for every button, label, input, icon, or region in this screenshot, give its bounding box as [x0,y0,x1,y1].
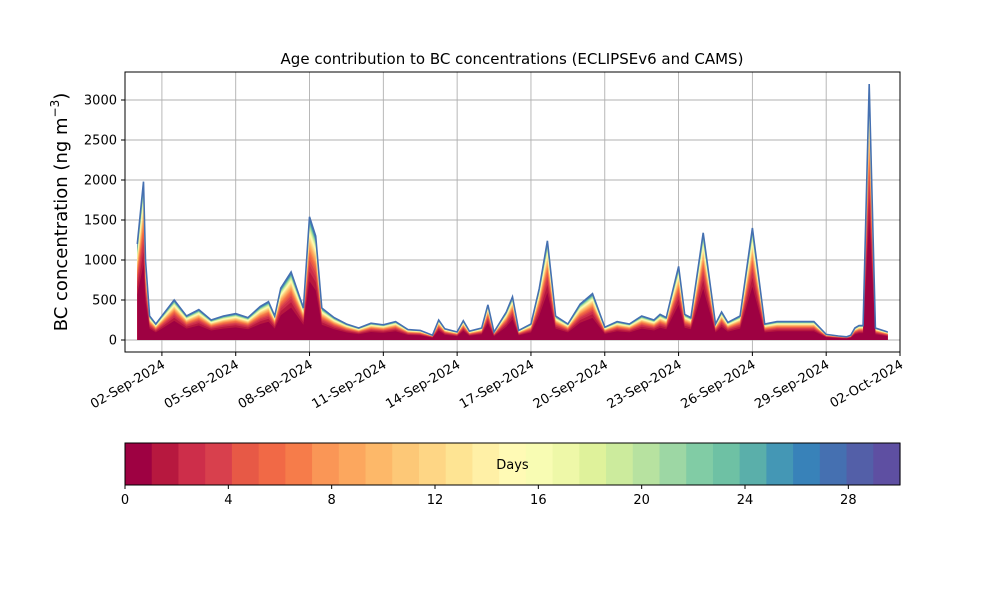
colorbar-swatch [392,443,420,485]
y-axis-label-text: BC concentration (ng m [51,117,72,331]
x-tick-label: 02-Sep-2024 [88,357,168,412]
x-tick-label: 23-Sep-2024 [605,357,685,412]
colorbar-swatch [418,443,447,485]
x-tick-label: 08-Sep-2024 [236,357,316,412]
colorbar-swatch [846,443,874,485]
chart-title: Age contribution to BC concentrations (E… [281,50,744,68]
colorbar-swatch [338,443,367,485]
colorbar-frame [124,442,901,486]
y-tick-label: 1500 [84,214,117,229]
colorbar-swatch [258,443,286,485]
colorbar-label: Days [496,458,529,473]
x-tick-label: 11-Sep-2024 [310,357,390,412]
y-tick-label: 2500 [84,134,117,149]
x-tick-label: 29-Sep-2024 [752,357,832,412]
colorbar-tick-label: 4 [224,493,232,508]
y-tick-label: 3000 [84,94,117,109]
colorbar-swatch [231,443,260,485]
colorbar-tick-label: 16 [530,493,547,508]
colorbar-swatch [712,443,741,485]
colorbar-swatch [632,443,661,485]
y-tick-label: 0 [109,334,117,349]
colorbar-swatch [125,443,153,485]
y-tick-label: 500 [92,294,117,309]
colorbar-swatch [499,443,527,485]
y-axis-label-tail: ) [51,93,72,100]
colorbar-swatch [766,443,794,485]
total-concentration-line [136,83,888,338]
stacked-area-layer [136,83,888,341]
colorbar-swatch [525,443,554,485]
x-tick-label: 02-Oct-2024 [828,357,906,411]
colorbar-swatch [659,443,687,485]
colorbar-tick-label: 28 [840,493,857,508]
svg-text:BC concentration (ng m−3): BC concentration (ng m−3) [48,93,72,332]
colorbar-swatch [178,443,206,485]
x-tick-label: 26-Sep-2024 [679,357,759,412]
colorbar-swatch [552,443,580,485]
colorbar-swatch [739,443,767,485]
x-tick-label: 17-Sep-2024 [457,357,537,412]
y-axis-label: BC concentration (ng m−3) [48,93,72,332]
x-tick-label: 05-Sep-2024 [162,357,242,412]
colorbar-tick-label: 12 [427,493,444,508]
colorbar-tick-label: 20 [633,493,650,508]
colorbar-swatch [819,443,848,485]
colorbar-swatch [285,443,313,485]
age-band-area [137,218,888,340]
x-axis: 02-Sep-202405-Sep-202408-Sep-202411-Sep-… [88,352,906,412]
y-axis: 0 500 1000 1500 2000 2500 3000 [84,94,125,349]
colorbar-swatch [151,443,180,485]
colorbar-swatch [579,443,607,485]
colorbar-tick-label: 24 [737,493,754,508]
colorbar-swatch [606,443,634,485]
colorbar-swatch [205,443,233,485]
colorbar-swatch [873,443,901,485]
colorbar-swatch [686,443,714,485]
colorbar-tick-label: 0 [121,493,129,508]
colorbar-swatch [793,443,821,485]
plot-frame [124,71,901,353]
colorbar-swatch [312,443,340,485]
colorbar-tick-label: 8 [328,493,336,508]
x-tick-label: 20-Sep-2024 [531,357,611,412]
colorbar-swatch [445,443,474,485]
y-tick-label: 2000 [84,174,117,189]
y-tick-label: 1000 [84,254,117,269]
x-tick-label: 14-Sep-2024 [383,357,463,412]
y-axis-label-superscript: −3 [48,100,62,118]
colorbar-swatch [472,443,500,485]
colorbar-swatch [365,443,393,485]
colorbar: Days 0 4 8 12 16 20 24 28 [121,442,901,508]
